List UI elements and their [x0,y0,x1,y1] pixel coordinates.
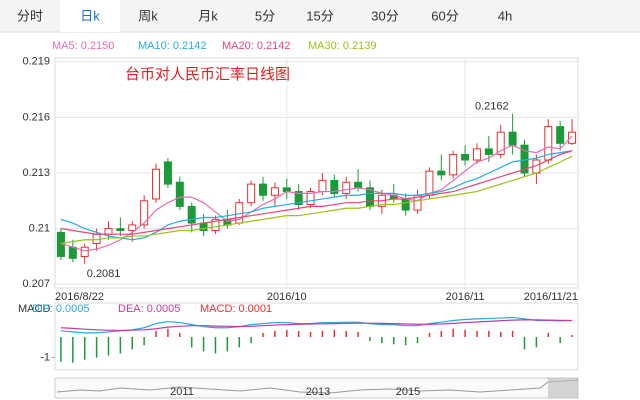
ma-line [60,155,573,245]
ma-line [60,150,573,241]
tab[interactable]: 日k [80,8,100,23]
tab[interactable]: 分时 [17,8,43,23]
candle-body [484,148,493,155]
legend-entry: DEA: 0.0005 [118,303,180,315]
tab[interactable]: 60分 [431,8,458,23]
candle-body [425,170,434,196]
candle-body [104,228,113,235]
candle-body [163,161,172,185]
candle-body [508,131,517,146]
y-tick-label: 0.207 [22,278,50,290]
ma-line [60,135,573,252]
candle-body [354,181,363,189]
tab[interactable]: 4h [498,8,512,23]
candle-body [472,148,481,161]
candle-body [318,179,327,193]
annotation: 0.2081 [87,268,121,280]
legend-entry: MA30: 0.2139 [308,40,377,52]
candle-body [401,198,410,211]
legend-entry: MA20: 0.2142 [222,40,291,52]
candle-body [259,183,268,196]
tab[interactable]: 月k [198,8,218,23]
candle-body [556,126,565,144]
navigator-handle[interactable] [548,378,578,398]
legend-entry: MACD: 0.0001 [200,303,272,315]
tab[interactable]: 周k [138,8,158,23]
candle-body [270,187,279,196]
tab[interactable]: 30分 [371,8,398,23]
y-tick-label: 0.213 [22,167,50,179]
y-tick-label: 0.21 [29,223,50,235]
legend-entry: MA10: 0.2142 [138,40,207,52]
candle-body [152,168,161,200]
legend-entry: DIF: 0.0005 [32,303,89,315]
candle-body [461,153,470,161]
candle-body [116,228,125,231]
x-tick-label: 2016/10 [267,291,307,303]
x-tick-label: 2016/11 [446,291,485,303]
annotation: 0.2162 [475,101,509,113]
macd-line [60,319,573,332]
candle-body [187,205,196,224]
tabs: 分时 日k 周k 月k 5分 15分 30分 60分 4h [17,0,512,32]
macd-title: MACD [18,303,50,315]
active-tab-bg [60,0,120,32]
tab[interactable]: 5分 [255,8,275,23]
navigator-label: 2013 [306,386,330,398]
candle-body [330,179,339,194]
navigator-line [56,379,579,394]
macd-line [60,316,573,334]
candle-body [306,191,315,206]
macd-border [54,302,579,371]
candle-body [68,246,77,259]
legend-entry: MA5: 0.2150 [52,40,114,52]
candle-body [140,200,149,226]
candle-body [449,153,458,176]
y-tick-label: -1 [40,352,50,364]
candle-body [496,131,505,155]
candle-body [294,191,303,206]
y-tick-label: 0.216 [22,111,50,123]
candle-body [342,181,351,194]
candle-body [128,224,137,232]
y-tick-label: 0.219 [22,56,50,68]
candle-body [247,183,256,204]
navigator-label: 2015 [396,386,420,398]
navigator-label: 2011 [170,386,194,398]
candle-body [211,218,220,232]
tab[interactable]: 15分 [306,8,333,23]
ma-line [60,150,573,235]
chart-title: 台币对人民币汇率日线图 [125,66,290,83]
candle-body [437,170,446,176]
candle-body [80,246,89,257]
x-tick-label: 2016/8/22 [55,291,104,303]
candle-body [568,131,577,144]
x-tick-label: 2016/11/21 [524,291,578,303]
candle-body [175,181,184,207]
